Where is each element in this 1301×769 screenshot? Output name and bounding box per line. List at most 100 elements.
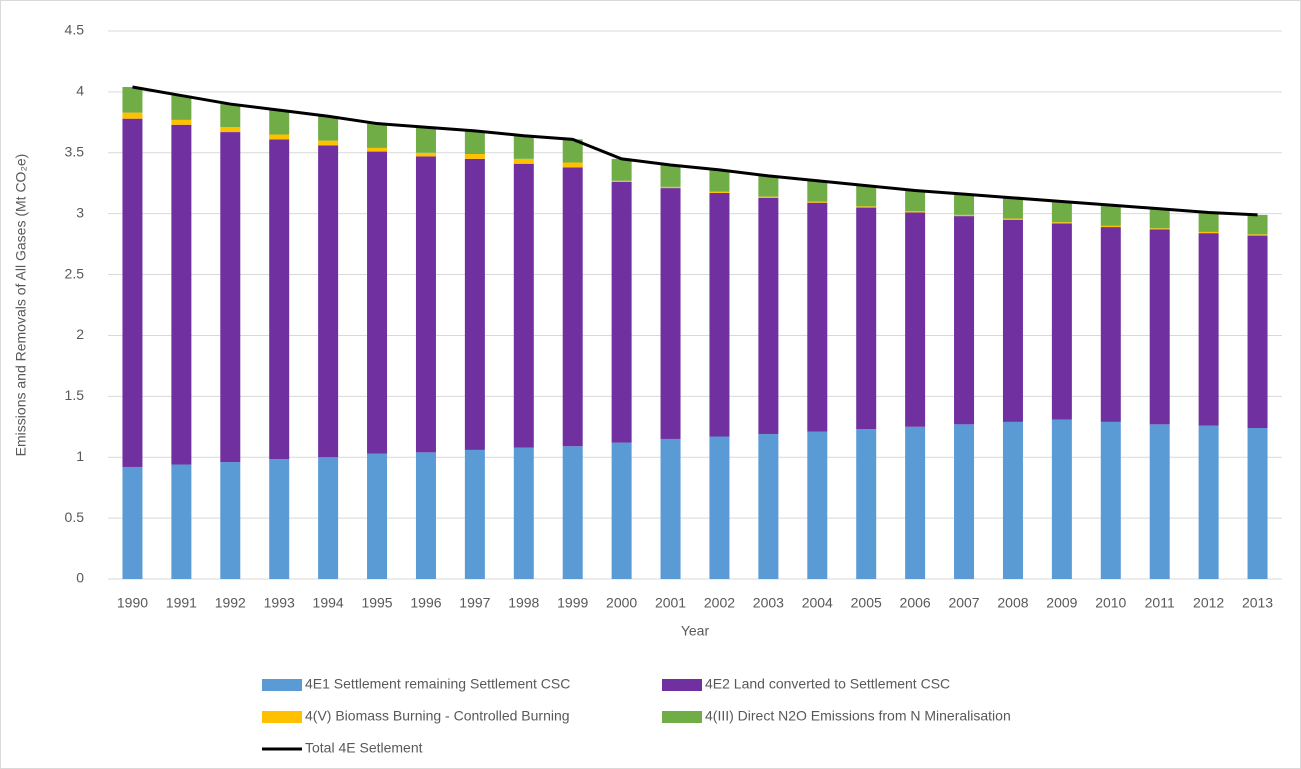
y-tick-label: 2.5 bbox=[65, 265, 85, 281]
bar-segment bbox=[220, 132, 241, 463]
bar-segment bbox=[1198, 425, 1219, 579]
legend-swatch bbox=[262, 679, 302, 691]
bar-segment bbox=[1149, 208, 1170, 229]
bar-segment bbox=[1051, 201, 1072, 223]
x-tick-label: 2001 bbox=[655, 595, 686, 611]
y-axis-label: Emissions and Removals of All Gases (Mt … bbox=[13, 154, 29, 457]
x-tick-label: 2007 bbox=[948, 595, 979, 611]
bar-segment bbox=[220, 104, 241, 128]
bar-segment bbox=[807, 431, 828, 579]
bar-segment bbox=[513, 163, 534, 448]
bar-segment bbox=[1198, 233, 1219, 426]
x-tick-label: 2006 bbox=[900, 595, 931, 611]
bar-segment bbox=[1002, 219, 1023, 422]
bar-segment bbox=[758, 175, 779, 197]
x-tick-label: 2008 bbox=[997, 595, 1028, 611]
bar-segment bbox=[856, 429, 877, 579]
y-tick-label: 4 bbox=[76, 83, 84, 99]
bar-segment bbox=[758, 434, 779, 579]
bar-segment bbox=[122, 466, 143, 579]
y-tick-label: 0.5 bbox=[65, 509, 85, 525]
bar-segment bbox=[1100, 205, 1121, 226]
bar-segment bbox=[709, 191, 730, 193]
x-tick-label: 2000 bbox=[606, 595, 637, 611]
x-tick-label: 1993 bbox=[264, 595, 295, 611]
bar-segment bbox=[1051, 222, 1072, 224]
bar-segment bbox=[171, 124, 192, 465]
bar-segment bbox=[1247, 235, 1268, 428]
bar-segment bbox=[171, 95, 192, 120]
bar-segment bbox=[905, 212, 926, 427]
bar-segment bbox=[367, 147, 388, 152]
bar-segment bbox=[220, 127, 241, 133]
bar-segment bbox=[709, 436, 730, 579]
x-tick-label: 2003 bbox=[753, 595, 784, 611]
x-axis-label: Year bbox=[681, 623, 710, 639]
bar-segment bbox=[367, 123, 388, 148]
bar-segment bbox=[367, 151, 388, 454]
x-tick-label: 1997 bbox=[459, 595, 490, 611]
bar-segment bbox=[562, 139, 583, 163]
bar-segment bbox=[1149, 229, 1170, 425]
y-tick-label: 4.5 bbox=[65, 22, 85, 38]
bar-segment bbox=[1051, 419, 1072, 579]
bar-segment bbox=[367, 453, 388, 579]
bar-segment bbox=[562, 162, 583, 168]
bar-segment bbox=[269, 134, 290, 140]
bar-segment bbox=[1247, 214, 1268, 235]
bar-segment bbox=[1002, 218, 1023, 220]
bar-segment bbox=[1100, 421, 1121, 579]
bar-segment bbox=[562, 167, 583, 447]
bar-segment bbox=[1149, 424, 1170, 579]
legend-label: 4(III) Direct N2O Emissions from N Miner… bbox=[705, 708, 1011, 724]
bar-segment bbox=[318, 140, 339, 146]
bar-segment bbox=[122, 118, 143, 467]
x-tick-label: 2004 bbox=[802, 595, 833, 611]
legend-swatch bbox=[662, 679, 702, 691]
bar-segment bbox=[611, 180, 632, 183]
bar-segment bbox=[660, 438, 681, 579]
bar-segment bbox=[1149, 228, 1170, 230]
bar-segment bbox=[709, 192, 730, 437]
bar-segment bbox=[807, 201, 828, 203]
bar-segment bbox=[415, 452, 436, 579]
x-tick-label: 1992 bbox=[215, 595, 246, 611]
y-tick-label: 1 bbox=[76, 448, 84, 464]
bar-segment bbox=[1198, 212, 1219, 232]
bar-segment bbox=[415, 156, 436, 453]
bar-segment bbox=[464, 130, 485, 154]
x-tick-label: 2010 bbox=[1095, 595, 1126, 611]
x-tick-label: 1990 bbox=[117, 595, 148, 611]
bar-segment bbox=[1002, 197, 1023, 219]
bar-segment bbox=[660, 186, 681, 189]
bar-segment bbox=[1198, 231, 1219, 234]
legend-swatch bbox=[262, 711, 302, 723]
bar-segment bbox=[318, 145, 339, 458]
bar-segment bbox=[562, 446, 583, 579]
total-line bbox=[132, 85, 1258, 217]
bar-segment bbox=[660, 188, 681, 439]
bar-segment bbox=[171, 119, 192, 125]
bar-segment bbox=[415, 127, 436, 153]
bar-segment bbox=[856, 206, 877, 208]
x-tick-label: 2002 bbox=[704, 595, 735, 611]
bar-segment bbox=[269, 139, 290, 460]
bar-segment bbox=[1051, 223, 1072, 420]
bar-segment bbox=[611, 158, 632, 181]
bar-segment bbox=[1100, 227, 1121, 422]
bar-segment bbox=[954, 216, 975, 425]
bar-segment bbox=[318, 457, 339, 579]
bar-segment bbox=[464, 153, 485, 159]
bar-segment bbox=[318, 116, 339, 141]
x-tick-label: 1998 bbox=[508, 595, 539, 611]
bar-segment bbox=[513, 158, 534, 164]
bar-segment bbox=[1247, 234, 1268, 236]
bar-segment bbox=[856, 185, 877, 207]
bar-segment bbox=[513, 135, 534, 159]
x-tick-label: 1991 bbox=[166, 595, 197, 611]
bar-segment bbox=[269, 110, 290, 135]
bar-segment bbox=[611, 182, 632, 443]
bar-segment bbox=[856, 207, 877, 430]
